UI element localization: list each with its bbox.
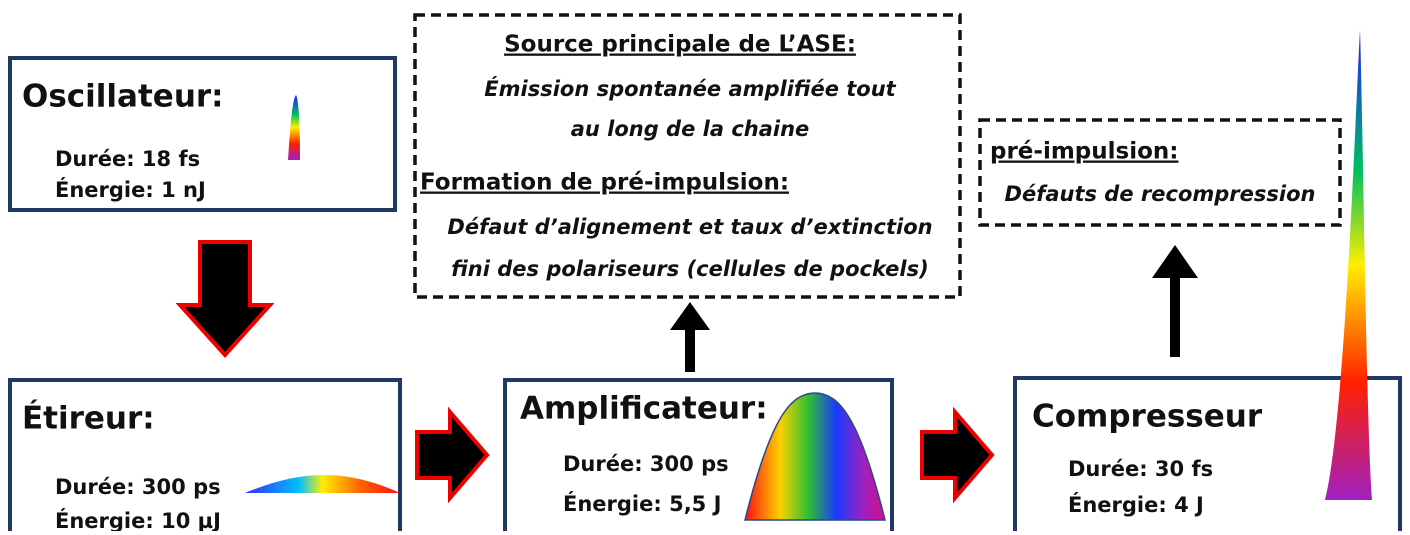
- stage-title: Étireur:: [22, 401, 155, 437]
- pulse-icon: [744, 392, 886, 521]
- stage-title: Oscillateur:: [22, 79, 224, 115]
- pulse-icon: [245, 474, 400, 493]
- ase-box: [413, 13, 962, 299]
- box-text: Défaut d’alignement et taux d’extinction: [447, 215, 932, 239]
- stage-energy: Énergie: 5,5 J: [563, 491, 721, 516]
- stage-duration: Durée: 30 fs: [1068, 457, 1213, 481]
- stage-duration: Durée: 300 ps: [563, 452, 729, 476]
- box-text: Défauts de recompression: [1005, 182, 1316, 206]
- pulse-icon: [288, 95, 300, 160]
- up-arrow: [1152, 245, 1198, 357]
- stage-energy: Énergie: 10 µJ: [55, 508, 221, 531]
- box-heading: Formation de pré-impulsion:: [420, 170, 789, 196]
- stage-duration: Durée: 300 ps: [55, 475, 221, 499]
- box-text: Émission spontanée amplifiée tout: [484, 76, 896, 101]
- oscillator-box: [8, 56, 397, 212]
- box-heading: pré-impulsion:: [990, 139, 1178, 165]
- stage-energy: Énergie: 1 nJ: [55, 177, 206, 202]
- box-heading: Source principale de L’ASE:: [504, 32, 856, 58]
- box-text: fini des polariseurs (cellules de pockel…: [451, 257, 928, 281]
- box-text: au long de la chaine: [571, 117, 810, 141]
- stretcher-box: [8, 378, 402, 535]
- right-arrow: [415, 406, 490, 504]
- up-arrow: [670, 302, 710, 372]
- stage-duration: Durée: 18 fs: [55, 147, 200, 171]
- pulse-icon: [1325, 30, 1372, 500]
- stage-title: Compresseur: [1032, 399, 1263, 435]
- prepulse-box: [978, 118, 1342, 227]
- down-arrow: [175, 240, 275, 358]
- stage-title: Amplificateur:: [520, 391, 768, 427]
- stage-energy: Énergie: 4 J: [1068, 492, 1204, 517]
- right-arrow: [920, 406, 995, 504]
